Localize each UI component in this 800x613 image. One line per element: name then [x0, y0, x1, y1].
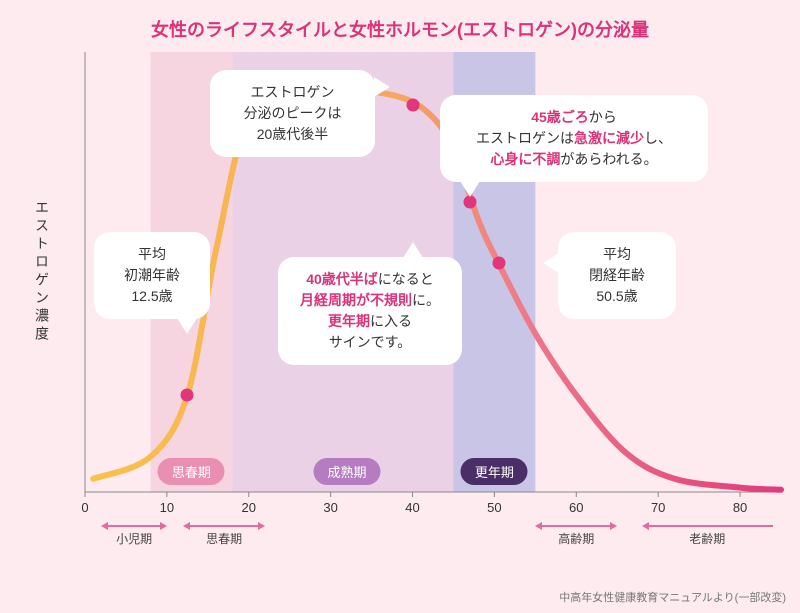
callout-c4: 45歳ごろからエストロゲンは急激に減少し、心身に不調があらわれる。 — [440, 95, 708, 182]
x-tick-label: 40 — [405, 500, 419, 515]
source-note: 中高年女性健康教育マニュアルより(一部改変) — [559, 589, 786, 605]
data-marker — [463, 195, 476, 208]
callout-c1: 平均初潮年齢12.5歳 — [94, 232, 210, 319]
age-range-arrow — [183, 522, 265, 530]
callout-c2: エストロゲン分泌のピークは20歳代後半 — [210, 70, 375, 157]
age-range-label: 思春期 — [206, 530, 242, 547]
age-range-arrow — [535, 522, 617, 530]
callout-c5: 平均閉経年齢50.5歳 — [558, 232, 676, 319]
age-range-arrow — [642, 522, 773, 530]
age-range-label: 小児期 — [116, 530, 152, 547]
x-tick-label: 0 — [81, 500, 88, 515]
x-tick-label: 60 — [569, 500, 583, 515]
chart-title: 女性のライフスタイルと女性ホルモン(エストロゲン)の分泌量 — [0, 16, 800, 42]
chart-container: 女性のライフスタイルと女性ホルモン(エストロゲン)の分泌量 エストロゲン濃度 思… — [0, 0, 800, 613]
callout-pointer — [403, 242, 423, 258]
stage-pill: 成熟期 — [314, 458, 381, 485]
x-tick-label: 80 — [733, 500, 747, 515]
age-range-arrow — [101, 522, 167, 530]
data-marker — [492, 257, 505, 270]
callout-pointer — [543, 253, 559, 273]
x-tick-label: 70 — [651, 500, 665, 515]
x-tick-label: 30 — [323, 500, 337, 515]
x-tick-label: 20 — [242, 500, 256, 515]
stage-pill: 思春期 — [158, 458, 225, 485]
callout-pointer — [177, 318, 197, 334]
callout-pointer — [460, 181, 480, 197]
age-range-label: 老齢期 — [689, 530, 725, 547]
age-range-label: 高齢期 — [558, 530, 594, 547]
callout-c3: 40歳代半ばになると月経周期が不規則に。更年期に入るサインです。 — [278, 257, 462, 365]
callout-pointer — [374, 77, 390, 97]
data-marker — [406, 98, 419, 111]
x-tick-label: 10 — [160, 500, 174, 515]
x-tick-label: 50 — [487, 500, 501, 515]
y-axis-label: エストロゲン濃度 — [32, 200, 52, 344]
data-marker — [181, 389, 194, 402]
stage-pill: 更年期 — [461, 458, 528, 485]
